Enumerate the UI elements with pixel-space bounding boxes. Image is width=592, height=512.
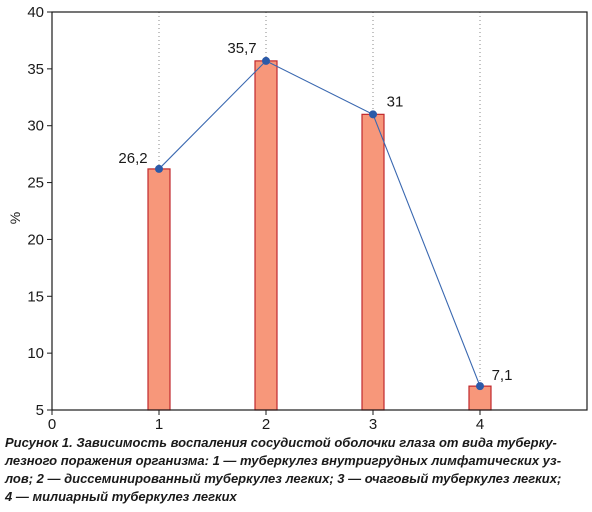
data-point-3	[369, 110, 377, 119]
y-tick-label: 15	[27, 288, 44, 305]
data-point-1	[155, 164, 163, 173]
figure-caption: Рисунок 1. Зависимость воспаления сосуди…	[5, 434, 589, 506]
bar-3	[361, 113, 385, 411]
data-label-2: 35,7	[227, 40, 256, 57]
x-tick-label: 2	[262, 416, 270, 432]
y-tick-label: 25	[27, 175, 44, 192]
caption-line: Рисунок 1. Зависимость воспаления сосуди…	[5, 435, 557, 450]
caption-line: 4 — милиарный туберкулез легких	[5, 489, 237, 504]
axis-layer: 5 10 15 20 25 30 35 40 0 1 2 3 4	[27, 4, 588, 432]
bar-2	[254, 60, 278, 411]
data-label-4: 7,1	[492, 367, 513, 384]
y-axis-title: %	[7, 212, 23, 224]
x-tick-label: 4	[476, 416, 484, 432]
plot-frame	[51, 11, 588, 411]
labels-layer: 26,2 35,7 31 7,1	[118, 40, 512, 384]
line-layer	[155, 56, 484, 391]
x-tick-label: 1	[155, 416, 163, 432]
y-tick-label: 5	[36, 402, 44, 419]
series-line	[158, 60, 481, 387]
data-point-2	[262, 56, 270, 65]
y-tick-label: 35	[27, 61, 44, 78]
x-tick-label: 3	[369, 416, 377, 432]
data-label-3: 31	[387, 93, 404, 110]
caption-line: лов; 2 — диссеминированный туберкулез ле…	[5, 471, 562, 486]
data-label-1: 26,2	[118, 150, 147, 167]
y-tick-label: 10	[27, 345, 44, 362]
caption-line: лезного поражения организма: 1 — туберку…	[5, 453, 562, 468]
y-tick-label: 20	[27, 231, 44, 248]
bar-chart: 5 10 15 20 25 30 35 40 0 1 2 3 4 26,2 35,7 31 7,1 %	[7, 4, 588, 432]
y-tick-label: 30	[27, 118, 44, 135]
grid-layer	[158, 12, 481, 410]
bars-layer	[147, 60, 492, 411]
data-point-4	[476, 382, 484, 391]
y-tick-label: 40	[27, 4, 44, 21]
bar-1	[147, 168, 171, 411]
x-tick-label: 0	[48, 416, 56, 432]
